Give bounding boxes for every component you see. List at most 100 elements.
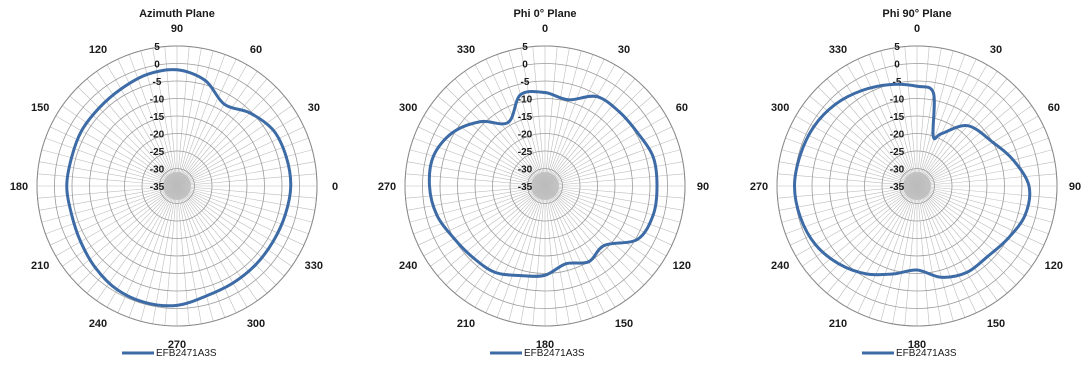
- radial-tick-label: 5: [154, 42, 160, 53]
- radial-tick-label: -35: [890, 182, 905, 193]
- angle-label: 180: [10, 181, 28, 193]
- chart-title: Azimuth Plane: [139, 8, 215, 20]
- angle-label: 270: [750, 181, 768, 193]
- angle-label: 330: [305, 260, 323, 272]
- radial-tick-label: -35: [150, 182, 165, 193]
- polar-chart-1: Azimuth Plane 5 0 -5 -10 -15 -20 -25 -30 -35 90 60 3…: [10, 8, 338, 359]
- ring: [509, 150, 581, 222]
- ring: [829, 98, 1005, 274]
- radial-tick-label: -5: [521, 77, 530, 88]
- ring: [527, 168, 563, 204]
- radial-tick-label: -30: [150, 165, 165, 176]
- angle-label: 210: [829, 318, 847, 330]
- radial-tick-label: -20: [518, 130, 533, 141]
- radial-tick-label: 5: [894, 42, 900, 53]
- angle-label: 210: [31, 260, 49, 272]
- radial-tick-label: 5: [522, 42, 528, 53]
- ring: [54, 63, 300, 309]
- radial-tick-label: 0: [894, 60, 900, 71]
- angle-label: 210: [457, 318, 475, 330]
- angle-label: 150: [31, 102, 49, 114]
- radial-tick-label: -15: [150, 112, 165, 123]
- legend-label: EFB2471A3S: [896, 348, 957, 359]
- angle-label: 30: [618, 44, 630, 56]
- series-line: [793, 82, 1032, 279]
- ring: [881, 150, 953, 222]
- ring: [492, 133, 598, 239]
- radial-tick-label: -15: [518, 112, 533, 123]
- angle-label: 60: [250, 44, 262, 56]
- ring: [159, 168, 195, 204]
- angle-label: 300: [247, 318, 265, 330]
- legend-label: EFB2471A3S: [156, 348, 217, 359]
- radial-tick-label: -10: [518, 95, 533, 106]
- angle-label: 30: [990, 44, 1002, 56]
- angle-label: 120: [89, 44, 107, 56]
- outer-ring: [36, 45, 318, 327]
- legend: EFB2471A3S: [490, 348, 585, 359]
- ring: [422, 63, 668, 309]
- legend-label: EFB2471A3S: [524, 348, 585, 359]
- angle-label: 180: [908, 339, 926, 351]
- radial-tick-label: -20: [890, 130, 905, 141]
- ring: [457, 98, 633, 274]
- angular-grid: [36, 45, 318, 327]
- radial-tick-label: -10: [890, 95, 905, 106]
- radial-tick-label: -25: [150, 147, 165, 158]
- angle-label: 30: [308, 102, 320, 114]
- angle-label: 150: [987, 318, 1005, 330]
- radial-tick-label: -35: [518, 182, 533, 193]
- angle-label: 270: [378, 181, 396, 193]
- outer-ring: [776, 45, 1058, 327]
- angle-label: 240: [399, 260, 417, 272]
- chart-title: Phi 0° Plane: [513, 8, 576, 20]
- angle-label: 90: [1069, 181, 1081, 193]
- chart-title: Phi 90° Plane: [882, 8, 951, 20]
- legend: EFB2471A3S: [862, 348, 957, 359]
- angle-label: 120: [673, 260, 691, 272]
- angle-label: 90: [697, 181, 709, 193]
- series-line: [427, 89, 659, 278]
- radial-tick-label: -25: [890, 147, 905, 158]
- polar-chart-3: Phi 90° Plane 5 0 -5 -10 -15 -20 -25 -30 -35 0 30 60…: [750, 8, 1081, 359]
- ring: [89, 98, 265, 274]
- legend: EFB2471A3S: [122, 348, 217, 359]
- ring: [439, 80, 651, 292]
- angle-label: 330: [829, 44, 847, 56]
- ring: [124, 133, 230, 239]
- angle-label: 60: [1048, 102, 1060, 114]
- outer-ring: [404, 45, 686, 327]
- angle-label: 0: [914, 23, 920, 35]
- angle-label: 180: [536, 339, 554, 351]
- angle-label: 300: [399, 102, 417, 114]
- radial-tick-label: -20: [150, 130, 165, 141]
- radial-tick-label: -30: [890, 165, 905, 176]
- angle-label: 270: [168, 339, 186, 351]
- angle-label: 330: [457, 44, 475, 56]
- radial-tick-label: 0: [154, 60, 160, 71]
- ring: [106, 115, 248, 257]
- angle-label: 150: [615, 318, 633, 330]
- ring: [864, 133, 970, 239]
- angle-label: 0: [542, 23, 548, 35]
- polar-chart-2: Phi 0° Plane 5 0 -5 -10 -15 -20 -25 -30 -35 0 30 60 9…: [378, 8, 709, 359]
- ring: [71, 80, 283, 292]
- radial-tick-label: -25: [518, 147, 533, 158]
- series-line: [65, 68, 293, 308]
- angle-label: 0: [332, 181, 338, 193]
- radial-tick-label: -5: [893, 77, 902, 88]
- angle-label: 90: [171, 23, 183, 35]
- angle-label: 240: [771, 260, 789, 272]
- angle-label: 240: [89, 318, 107, 330]
- ring: [899, 168, 935, 204]
- radial-tick-label: -15: [890, 112, 905, 123]
- ring: [474, 115, 616, 257]
- ring: [811, 80, 1023, 292]
- radial-tick-label: -30: [518, 165, 533, 176]
- angle-label: 60: [676, 102, 688, 114]
- radial-tick-label: -10: [150, 95, 165, 106]
- ring: [846, 115, 988, 257]
- angular-grid: [776, 45, 1058, 327]
- ring: [141, 150, 213, 222]
